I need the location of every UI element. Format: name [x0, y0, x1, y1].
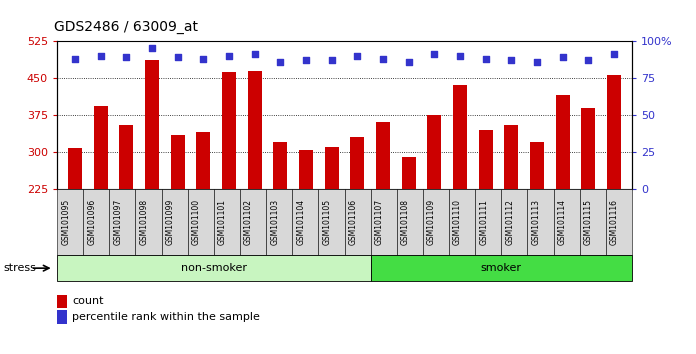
Text: GSM101103: GSM101103 — [270, 199, 279, 245]
Bar — [196, 132, 210, 189]
Bar — [119, 125, 134, 189]
Text: GSM101098: GSM101098 — [139, 199, 148, 245]
Point — [377, 56, 388, 61]
Text: GSM101101: GSM101101 — [218, 199, 227, 245]
Bar — [555, 95, 570, 189]
Bar — [453, 85, 467, 189]
Point — [70, 56, 81, 61]
Text: GSM101099: GSM101099 — [166, 199, 175, 245]
Point — [249, 51, 260, 57]
Point — [403, 59, 414, 64]
Bar — [324, 147, 339, 189]
Text: GSM101108: GSM101108 — [401, 199, 410, 245]
Text: GSM101105: GSM101105 — [322, 199, 331, 245]
Text: GSM101112: GSM101112 — [505, 199, 514, 245]
Bar — [274, 142, 287, 189]
Text: GSM101100: GSM101100 — [192, 199, 201, 245]
Point — [351, 53, 363, 58]
Bar — [248, 72, 262, 189]
Point — [506, 57, 517, 63]
Text: GSM101109: GSM101109 — [427, 199, 436, 245]
Bar — [581, 108, 595, 189]
Point — [198, 56, 209, 61]
Text: GSM101113: GSM101113 — [532, 199, 541, 245]
Point — [454, 53, 466, 58]
Text: GSM101104: GSM101104 — [296, 199, 306, 245]
Text: non-smoker: non-smoker — [181, 263, 247, 273]
Point — [532, 59, 543, 64]
Text: GSM101106: GSM101106 — [349, 199, 358, 245]
Bar — [427, 115, 441, 189]
Point — [429, 51, 440, 57]
Point — [583, 57, 594, 63]
Bar — [299, 150, 313, 189]
Text: stress: stress — [3, 263, 36, 273]
Point — [557, 54, 568, 60]
Point — [326, 57, 338, 63]
Text: GSM101116: GSM101116 — [610, 199, 619, 245]
Text: GSM101097: GSM101097 — [113, 199, 122, 245]
Point — [223, 53, 235, 58]
Text: smoker: smoker — [481, 263, 522, 273]
Point — [146, 45, 157, 51]
Bar — [402, 157, 416, 189]
Point — [301, 57, 312, 63]
Bar — [530, 142, 544, 189]
Bar — [376, 122, 390, 189]
Point — [172, 54, 183, 60]
Point — [480, 56, 491, 61]
Point — [121, 54, 132, 60]
Text: GSM101111: GSM101111 — [480, 199, 489, 245]
Bar — [68, 148, 82, 189]
Point — [95, 53, 106, 58]
Bar — [222, 72, 236, 189]
Text: GSM101114: GSM101114 — [557, 199, 567, 245]
Bar — [171, 135, 184, 189]
Text: GSM101096: GSM101096 — [87, 199, 96, 245]
Point — [275, 59, 286, 64]
Bar — [505, 125, 519, 189]
Bar — [350, 137, 365, 189]
Text: GSM101102: GSM101102 — [244, 199, 253, 245]
Bar — [479, 130, 493, 189]
Text: GDS2486 / 63009_at: GDS2486 / 63009_at — [54, 19, 198, 34]
Text: GSM101110: GSM101110 — [453, 199, 462, 245]
Text: GSM101115: GSM101115 — [584, 199, 593, 245]
Text: GSM101095: GSM101095 — [61, 199, 70, 245]
Bar — [145, 59, 159, 189]
Text: count: count — [72, 296, 104, 306]
Text: percentile rank within the sample: percentile rank within the sample — [72, 312, 260, 322]
Point — [608, 51, 619, 57]
Bar — [607, 75, 621, 189]
Text: GSM101107: GSM101107 — [374, 199, 383, 245]
Bar — [94, 106, 108, 189]
